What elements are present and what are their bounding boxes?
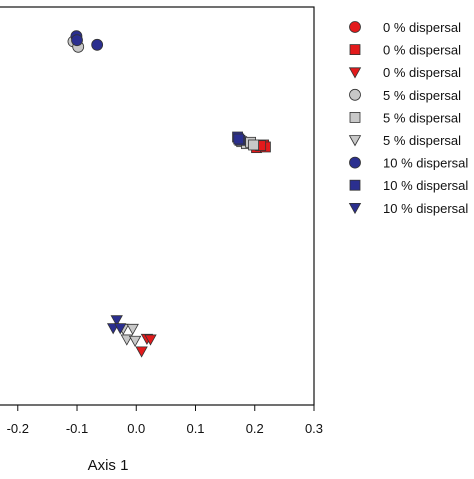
legend-item: 0 % dispersal	[348, 65, 461, 80]
legend-marker	[348, 135, 362, 147]
x-tick-label: 0.1	[186, 421, 204, 436]
x-tick-label: 0.2	[246, 421, 264, 436]
data-point	[110, 315, 123, 327]
series-2	[135, 333, 157, 358]
legend-item: 10 % dispersal	[348, 201, 468, 216]
plot-area	[0, 6, 315, 406]
legend-item: 5 % dispersal	[348, 133, 461, 148]
data-point	[248, 139, 259, 151]
legend-item: 0 % dispersal	[349, 20, 461, 35]
legend-marker	[349, 44, 361, 55]
legend-label: 5 % dispersal	[383, 110, 461, 125]
plot-frame	[0, 6, 315, 406]
data-point	[144, 334, 157, 346]
legend-label: 0 % dispersal	[383, 20, 461, 35]
legend-marker	[349, 21, 361, 33]
series-5	[117, 323, 142, 347]
legend-label: 10 % dispersal	[383, 156, 468, 171]
x-tick-label: -0.1	[66, 421, 88, 436]
legend-marker	[349, 112, 361, 123]
legend: 0 % dispersal 0 % dispersal 0 % dispersal 5…	[348, 20, 468, 216]
data-point	[126, 323, 139, 336]
data-point	[114, 323, 127, 335]
legend-marker	[349, 179, 361, 191]
legend-label: 5 % dispersal	[383, 88, 461, 103]
data-point	[233, 133, 245, 145]
legend-marker	[349, 156, 361, 169]
data-point	[128, 335, 142, 347]
x-tick-label: 0.3	[305, 421, 323, 436]
series-8	[106, 315, 127, 335]
legend-label: 5 % dispersal	[383, 133, 461, 148]
data-point	[71, 34, 83, 47]
series-7	[232, 131, 246, 146]
data-point	[135, 346, 148, 358]
legend-label: 10 % dispersal	[383, 201, 468, 216]
x-tick-label: 0.0	[127, 421, 145, 436]
legend-label: 0 % dispersal	[383, 43, 461, 58]
legend-item: 5 % dispersal	[349, 110, 461, 125]
legend-marker	[348, 67, 362, 79]
legend-item: 0 % dispersal	[349, 43, 461, 58]
legend-item: 5 % dispersal	[349, 88, 461, 103]
data-point	[120, 334, 133, 346]
legend-label: 10 % dispersal	[383, 178, 468, 193]
series-6	[70, 30, 104, 51]
legend-marker	[349, 88, 361, 101]
legend-item: 10 % dispersal	[349, 156, 468, 171]
x-axis-title: Axis 1	[88, 457, 129, 474]
data-point	[91, 38, 104, 51]
legend-marker	[348, 202, 362, 215]
x-tick-label: -0.2	[7, 421, 29, 436]
legend-item: 10 % dispersal	[349, 178, 468, 193]
legend-label: 0 % dispersal	[383, 65, 461, 80]
x-axis: -0.2 -0.1 0.0 0.1 0.2 0.3	[7, 405, 323, 436]
